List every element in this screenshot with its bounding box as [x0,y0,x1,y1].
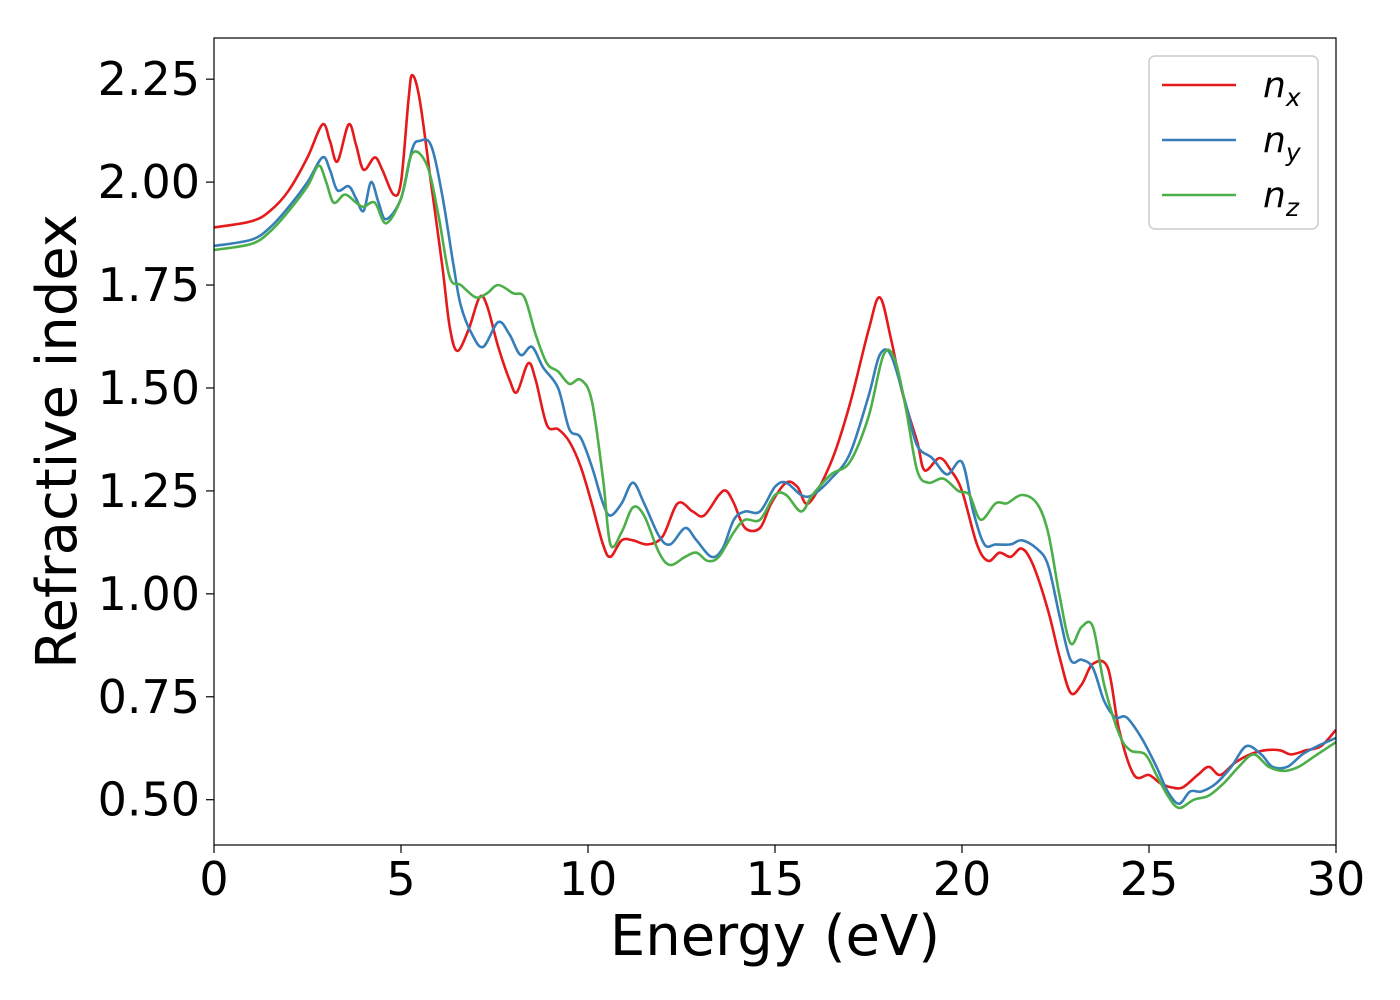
series-layer [214,73,1336,810]
y-tick-label: 1.50 [98,361,200,415]
x-tick-label: 15 [746,852,805,906]
y-tick-label: 2.25 [98,52,200,106]
y-tick-label: 0.75 [98,670,200,724]
legend-label-n-z: nz [1263,175,1300,222]
y-axis: 0.50 0.75 1.00 1.25 1.50 1.75 2.00 2.25 [98,52,214,827]
y-tick-label: 2.00 [98,155,200,209]
y-tick-label: 0.50 [98,773,200,827]
y-tick-label: 1.75 [98,258,200,312]
x-axis-title: Energy (eV) [610,904,940,969]
series-line-n-x [214,73,1336,790]
legend-label-n-x: nx [1263,65,1301,112]
x-tick-label: 10 [559,852,618,906]
series-line-n-z [214,150,1336,810]
y-tick-label: 1.25 [98,464,200,518]
x-axis: 0 5 10 15 20 25 30 [199,845,1365,906]
legend-box [1148,55,1319,230]
x-tick-label: 25 [1120,852,1179,906]
legend-label-n-y: ny [1263,120,1302,167]
x-tick-label: 0 [199,852,228,906]
x-tick-label: 20 [933,852,992,906]
x-tick-label: 30 [1307,852,1366,906]
y-tick-label: 1.00 [98,567,200,621]
legend: nx ny nz [1148,55,1319,230]
x-tick-label: 5 [386,852,415,906]
y-axis-title: Refractive index [25,214,90,669]
